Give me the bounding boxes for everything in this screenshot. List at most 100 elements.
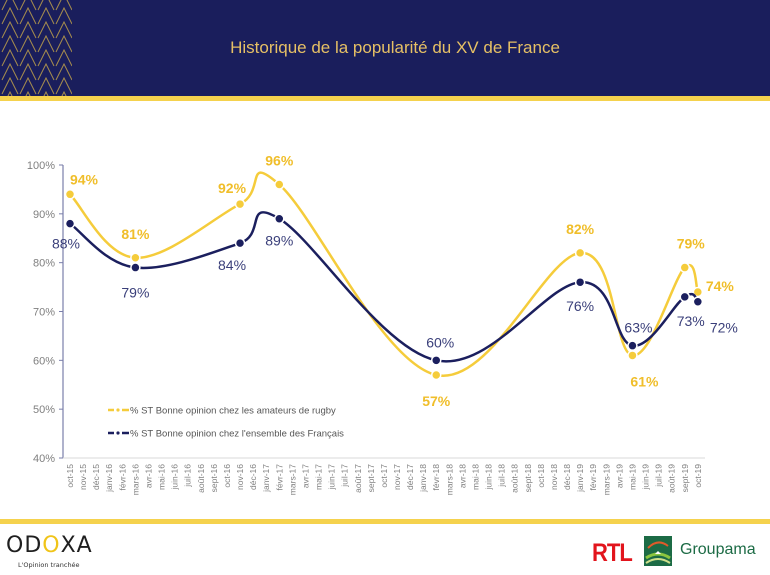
data-label-rugby: 81% [121,226,150,242]
x-tick-label: déc-15 [91,464,101,490]
chevron-stroke [19,20,37,39]
x-tick-label: janv-19 [575,464,585,493]
x-tick-label: févr-18 [431,464,441,491]
x-tick-label: déc-18 [562,464,572,490]
chevron-stroke [61,90,67,96]
footer-divider [0,519,770,524]
chevron-stroke [37,0,55,11]
odoxa-logo: ODOXA [6,533,93,558]
chevron-stroke [37,34,55,53]
x-tick-label: août-16 [196,464,206,493]
data-label-francais: 84% [218,257,246,273]
data-point-francais [130,262,141,273]
x-tick-label: févr-16 [117,464,127,491]
chevron-stroke [55,76,72,95]
groupama-logo-text: Groupama [680,541,756,558]
chevron-stroke [55,62,72,81]
data-label-rugby: 57% [422,393,451,409]
x-tick-label: févr-17 [274,464,284,491]
legend-swatch-dot [116,408,120,412]
x-tick-label: juil-19 [654,464,664,488]
x-tick-label: mai-18 [470,464,480,490]
data-label-francais: 79% [121,285,149,301]
data-point-rugby [692,286,704,298]
y-tick-label: 50% [33,404,55,416]
data-label-rugby: 96% [265,153,294,169]
legend-swatch-dot [116,431,120,435]
data-point-francais [679,291,691,303]
y-tick-label: 90% [33,209,55,221]
chevron-stroke [37,48,55,67]
x-tick-label: sept-18 [523,464,533,493]
data-label-rugby: 61% [630,373,659,389]
data-point-francais [234,237,246,249]
data-point-rugby [679,262,691,273]
chevron-stroke [55,20,72,39]
x-tick-label: déc-16 [248,464,258,490]
x-tick-label: nov-15 [78,464,88,490]
data-label-rugby: 82% [566,221,595,237]
x-tick-label: avr-18 [457,464,467,488]
x-tick-label: juin-16 [170,464,180,491]
chevron-stroke [55,48,72,67]
x-tick-label: sept-17 [366,464,376,493]
chevron-stroke [1,34,19,53]
chevron-stroke [37,76,55,95]
x-tick-label: mai-19 [627,464,637,490]
data-label-francais: 88% [52,236,80,252]
popularity-line-chart: 40% 50% 60% 70% 80% 90% 100% oct-15 nov-15 déc-15… [27,153,738,496]
chevron-stroke [55,0,72,11]
x-tick-label: oct-17 [379,464,389,488]
data-point-francais [430,355,442,366]
x-tick-label: juil-18 [497,464,507,488]
data-label-francais: 63% [624,320,652,336]
data-label-rugby: 79% [677,236,706,252]
x-tick-label: oct-16 [222,464,232,488]
chevron-stroke [55,34,72,53]
data-label-francais: 76% [566,298,594,314]
x-tick-label: nov-16 [235,464,245,490]
data-point-francais [64,218,76,229]
header-banner: Historique de la popularité du XV de Fra… [0,0,770,96]
odoxa-tagline: L'Opinion tranchée [18,561,80,569]
chevron-stroke [1,76,19,95]
x-tick-label: avr-16 [143,464,153,488]
x-tick-label: janv-18 [418,464,428,493]
x-tick-label: août-17 [353,464,363,493]
chevron-stroke [37,20,55,39]
y-tick-label: 80% [33,258,55,270]
x-tick-label: déc-17 [405,464,415,490]
data-point-francais [574,276,586,288]
chevron-stroke [43,90,49,96]
chevron-stroke [1,48,19,67]
y-tick-label: 60% [33,355,55,367]
x-tick-label: avr-19 [614,464,624,488]
x-tick-label: mai-17 [314,464,324,490]
data-point-francais [627,340,638,351]
chevron-stroke [25,90,31,96]
data-label-rugby: 92% [218,180,247,196]
x-tick-label: avr-17 [300,464,310,488]
data-point-rugby [430,369,442,381]
x-tick-label: mai-16 [157,464,167,490]
groupama-logo-icon [644,536,672,566]
x-tick-label: oct-15 [65,464,75,488]
x-tick-label: mars-16 [130,464,140,495]
chevron-stroke [1,0,19,11]
odoxa-logo-accent: O [42,533,61,558]
x-tick-label: nov-18 [549,464,559,490]
legend-item-rugby: % ST Bonne opinion chez les amateurs de … [130,406,336,417]
chevron-stroke [1,20,19,39]
data-label-rugby: 74% [706,278,735,294]
x-tick-label: juil-16 [183,464,193,488]
chevron-stroke [55,6,72,25]
x-tick-label: oct-19 [693,464,703,488]
data-point-rugby [274,179,285,190]
page-title: Historique de la popularité du XV de Fra… [230,38,560,57]
x-tick-label: juin-19 [641,464,651,491]
legend-item-francais: % ST Bonne opinion chez l'ensemble des F… [130,429,344,440]
data-label-francais: 72% [710,320,738,336]
x-tick-label: juil-17 [340,464,350,488]
series-line-francais [69,211,699,363]
chevron-stroke [7,90,13,96]
